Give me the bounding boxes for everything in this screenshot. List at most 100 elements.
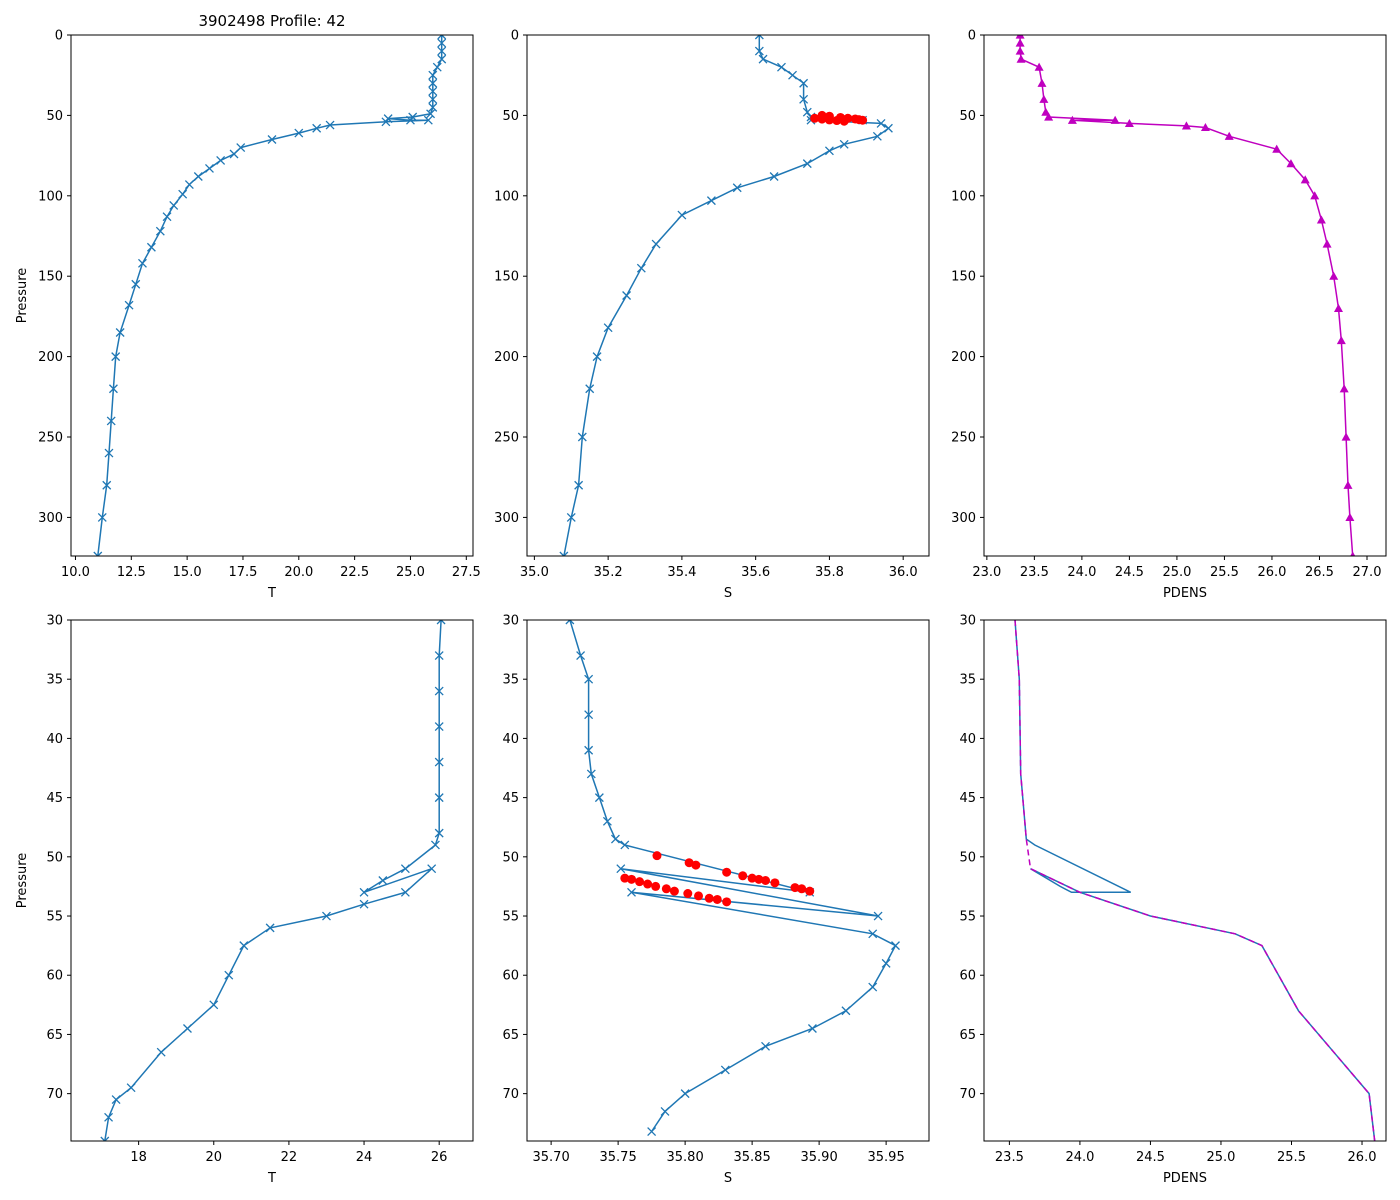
y-tick-label: 30 bbox=[46, 614, 63, 629]
data-point-marker bbox=[651, 239, 661, 249]
data-point-marker bbox=[1286, 159, 1296, 168]
plot-area bbox=[565, 620, 900, 1136]
plot-area bbox=[1014, 620, 1376, 1141]
data-point-marker bbox=[312, 123, 322, 133]
data-point-marker bbox=[841, 1006, 851, 1016]
data-point-marker bbox=[891, 941, 900, 951]
x-tick-label: 20 bbox=[205, 1150, 222, 1165]
y-tick-label: 35 bbox=[959, 673, 976, 688]
data-point-marker bbox=[592, 352, 602, 362]
data-point-marker bbox=[732, 183, 742, 193]
x-tick-label: 25.0 bbox=[396, 565, 425, 580]
y-tick-label: 300 bbox=[38, 511, 63, 526]
series-line-pdens-overlay bbox=[1014, 620, 1376, 1141]
y-tick-label: 0 bbox=[55, 29, 63, 44]
y-tick-label: 200 bbox=[951, 350, 976, 365]
data-point-marker bbox=[559, 551, 569, 556]
highlight-point bbox=[770, 878, 780, 888]
data-point-marker bbox=[193, 172, 203, 181]
data-point-marker bbox=[111, 1095, 121, 1105]
x-tick-label: 27.5 bbox=[452, 565, 481, 580]
data-point-marker bbox=[322, 911, 331, 921]
data-point-marker bbox=[428, 102, 438, 112]
data-point-marker bbox=[881, 958, 891, 968]
data-point-marker bbox=[1034, 62, 1044, 71]
highlight-point bbox=[817, 114, 827, 124]
x-tick-label: 26 bbox=[431, 1150, 448, 1165]
x-tick-label: 35.2 bbox=[594, 565, 623, 580]
highlight-point bbox=[652, 851, 662, 861]
data-point-marker bbox=[1015, 35, 1025, 39]
x-tick-label: 35.80 bbox=[667, 1150, 704, 1165]
y-tick-label: 65 bbox=[502, 1028, 519, 1043]
data-point-marker bbox=[1341, 432, 1351, 441]
highlight-point bbox=[635, 877, 645, 887]
highlight-point bbox=[620, 873, 630, 883]
data-point-marker bbox=[799, 78, 809, 88]
data-point-marker bbox=[620, 840, 630, 850]
data-point-marker bbox=[1336, 336, 1346, 345]
data-point-marker bbox=[229, 149, 239, 159]
y-tick-label: 40 bbox=[46, 732, 63, 747]
y-tick-label: 50 bbox=[959, 109, 976, 124]
x-tick-label: 15.0 bbox=[173, 565, 202, 580]
data-point-marker bbox=[1339, 384, 1349, 393]
x-tick-label: 20.0 bbox=[284, 565, 313, 580]
series-line-pdens bbox=[1014, 620, 1376, 1141]
x-tick-label: 17.5 bbox=[228, 565, 257, 580]
series-line-pdens bbox=[1019, 35, 1354, 556]
y-tick-label: 55 bbox=[46, 910, 63, 925]
data-point-marker bbox=[428, 86, 438, 96]
highlight-point bbox=[839, 116, 849, 126]
data-point-marker bbox=[594, 793, 604, 803]
x-tick-label: 22.5 bbox=[340, 565, 369, 580]
y-tick-label: 55 bbox=[959, 910, 976, 925]
data-point-marker bbox=[1044, 112, 1054, 121]
figure-title: 3902498 Profile: 42 bbox=[198, 12, 345, 30]
data-point-marker bbox=[400, 887, 410, 897]
x-tick-label: 23.5 bbox=[1020, 565, 1049, 580]
data-point-marker bbox=[325, 120, 335, 130]
highlight-point bbox=[643, 879, 653, 889]
y-tick-label: 30 bbox=[959, 614, 976, 629]
data-point-marker bbox=[754, 35, 764, 40]
data-point-marker bbox=[106, 416, 116, 426]
data-point-marker bbox=[1124, 118, 1134, 128]
y-tick-label: 55 bbox=[502, 910, 519, 925]
highlight-point bbox=[704, 893, 714, 903]
x-axis-label: T bbox=[267, 586, 276, 601]
y-tick-label: 100 bbox=[951, 189, 976, 204]
data-point-marker bbox=[603, 323, 613, 333]
data-point-marker bbox=[108, 384, 118, 394]
data-point-marker bbox=[224, 970, 234, 980]
data-point-marker bbox=[1015, 46, 1025, 55]
x-tick-label: 35.8 bbox=[815, 565, 844, 580]
data-point-marker bbox=[1329, 271, 1339, 280]
data-point-marker bbox=[873, 911, 883, 921]
x-tick-label: 35.85 bbox=[734, 1150, 771, 1165]
data-point-marker bbox=[434, 793, 444, 803]
y-axis-label: Pressure bbox=[15, 853, 30, 909]
data-point-marker bbox=[184, 180, 194, 190]
data-point-marker bbox=[216, 155, 226, 165]
data-point-marker bbox=[131, 279, 141, 289]
data-point-marker bbox=[1316, 215, 1326, 224]
y-tick-label: 0 bbox=[968, 29, 976, 44]
data-point-marker bbox=[138, 258, 147, 268]
x-tick-label: 25.0 bbox=[1206, 1150, 1235, 1165]
data-point-marker bbox=[1016, 54, 1026, 63]
data-point-marker bbox=[872, 131, 882, 141]
y-axis-label: Pressure bbox=[15, 268, 30, 324]
chart-s-full: 35.0 35.2 35.4 35.6 35.8 36.0 0 50 100 150 200 250 3… bbox=[494, 29, 930, 601]
data-point-marker bbox=[720, 1065, 730, 1075]
highlight-point bbox=[761, 876, 771, 885]
highlight-point bbox=[790, 883, 800, 893]
x-tick-label: 25.5 bbox=[1277, 1150, 1306, 1165]
plot-area bbox=[559, 35, 893, 556]
y-tick-label: 100 bbox=[494, 189, 519, 204]
chart-pdens-full: 23.0 23.5 24.0 24.5 25.0 25.5 26.0 26.5 27.0 0 50 1… bbox=[951, 29, 1387, 601]
x-tick-label: 25.5 bbox=[1210, 565, 1239, 580]
data-point-marker bbox=[406, 115, 415, 125]
data-point-marker bbox=[156, 1047, 166, 1057]
data-point-marker bbox=[428, 94, 438, 104]
